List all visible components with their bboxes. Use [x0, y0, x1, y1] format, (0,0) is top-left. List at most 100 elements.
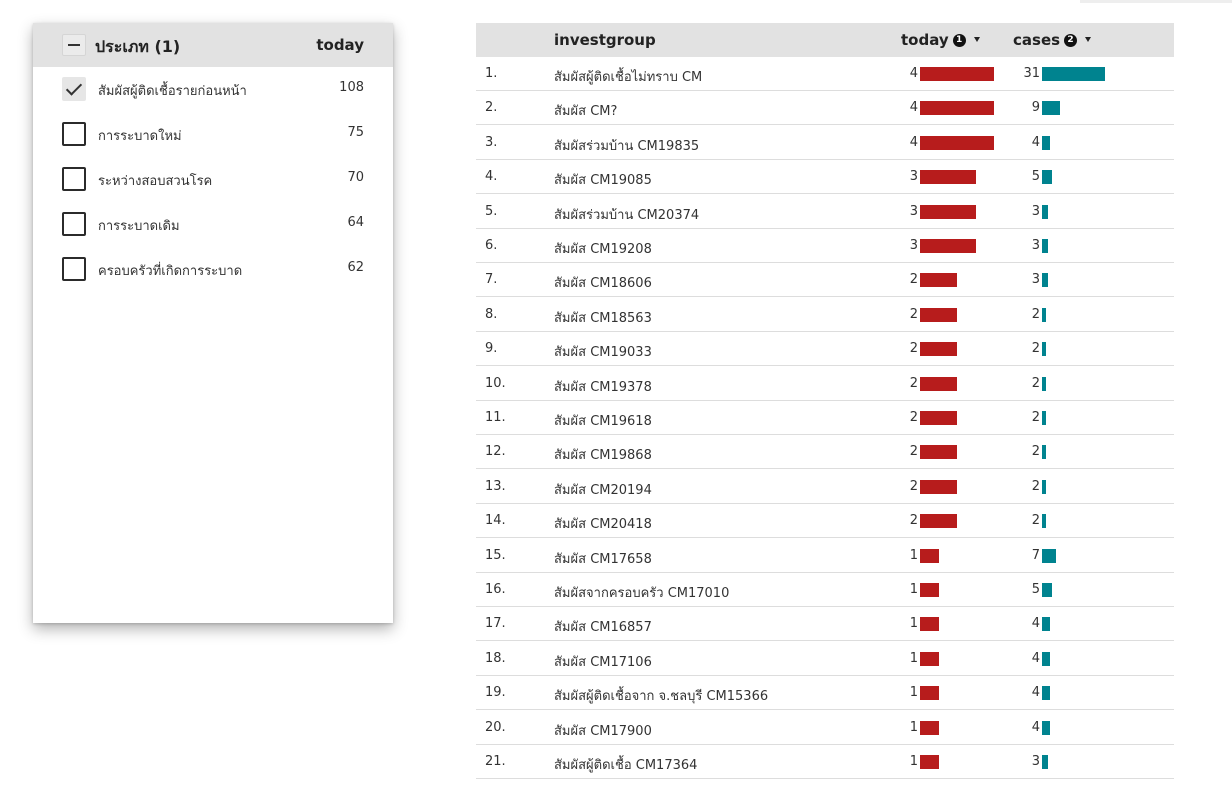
cases-bar	[1042, 548, 1056, 563]
cases-bar	[1042, 686, 1050, 701]
deselect-all-icon[interactable]	[62, 34, 86, 56]
today-value: 2	[909, 478, 918, 494]
today-bar	[920, 755, 939, 769]
cases-value: 9	[1031, 100, 1040, 116]
today-value: 1	[909, 754, 918, 769]
cases-bar	[1042, 411, 1046, 425]
cases-bar	[1042, 720, 1050, 735]
cases-bar	[1042, 135, 1050, 150]
row-index: 13.	[485, 478, 506, 494]
investgroup-cell: สัมผัส CM20418	[554, 517, 652, 533]
cases-bar	[1042, 67, 1105, 81]
row-index: 12.	[485, 444, 506, 460]
today-value: 1	[909, 582, 918, 597]
checkbox-icon[interactable]	[62, 122, 86, 146]
today-value: 2	[909, 410, 918, 425]
cases-value: 3	[1031, 272, 1040, 288]
filter-item-value: 75	[347, 125, 364, 140]
checkbox-icon[interactable]	[62, 257, 86, 281]
table-row[interactable]: 9. สัมผัส CM19033 2 2	[476, 332, 1174, 367]
checkbox-icon[interactable]	[62, 167, 86, 191]
today-bar	[920, 583, 939, 597]
cases-bar	[1042, 273, 1048, 288]
table-row[interactable]: 4. สัมผัส CM19085 3 5	[476, 160, 1174, 195]
column-header-investgroup[interactable]: investgroup	[554, 31, 656, 49]
table-row[interactable]: 1. สัมผัสผู้ติดเชื้อไม่ทราบ CM 4 31	[476, 57, 1174, 91]
table-row[interactable]: 10. สัมผัส CM19378 2 2	[476, 367, 1174, 401]
cases-bar	[1042, 101, 1060, 116]
sort-desc-icon	[973, 36, 980, 42]
today-bar	[920, 479, 957, 494]
table-row[interactable]: 19. สัมผัสผู้ติดเชื้อจาก จ.ชลบุรี CM15366…	[476, 676, 1174, 711]
cases-bar	[1042, 239, 1048, 253]
today-value: 2	[909, 375, 918, 391]
investgroup-table: investgroup today 1 cases 2 1. สัมผัสผู้ติด…	[476, 23, 1174, 779]
today-value: 2	[909, 341, 918, 357]
column-header-cases[interactable]: cases 2	[1013, 31, 1092, 49]
filter-column-header[interactable]: today	[316, 36, 364, 54]
today-bar	[920, 273, 957, 288]
table-row[interactable]: 14. สัมผัส CM20418 2 2	[476, 504, 1174, 539]
today-bar	[920, 617, 939, 632]
investgroup-cell: สัมผัสผู้ติดเชื้อจาก จ.ชลบุรี CM15366	[554, 689, 769, 705]
table-header: investgroup today 1 cases 2	[476, 23, 1174, 57]
cases-bar	[1042, 342, 1046, 357]
checkbox-icon[interactable]	[62, 212, 86, 236]
table-row[interactable]: 6. สัมผัส CM19208 3 3	[476, 229, 1174, 263]
investgroup-cell: สัมผัสร่วมบ้าน CM20374	[554, 207, 700, 223]
cases-bar	[1042, 651, 1050, 666]
today-bar	[920, 720, 939, 735]
filter-panel: ประเภท (1) today สัมผัสผู้ติดเชื้อรายก่อ…	[33, 23, 393, 623]
investgroup-cell: สัมผัส CM16857	[554, 620, 652, 636]
filter-header: ประเภท (1) today	[33, 23, 393, 67]
table-row[interactable]: 5. สัมผัสร่วมบ้าน CM20374 3 3	[476, 195, 1174, 229]
filter-item[interactable]: สัมผัสผู้ติดเชื้อรายก่อนหน้า 108	[33, 67, 393, 111]
today-value: 4	[909, 134, 918, 150]
today-value: 4	[909, 100, 918, 116]
today-bar	[920, 135, 994, 150]
table-row[interactable]: 2. สัมผัส CM? 4 9	[476, 91, 1174, 126]
cases-value: 2	[1031, 410, 1040, 425]
investgroup-cell: สัมผัสผู้ติดเชื้อ CM17364	[554, 758, 698, 773]
filter-item-label: การระบาดใหม่	[98, 129, 182, 144]
investgroup-cell: สัมผัส CM19378	[554, 379, 652, 395]
table-row[interactable]: 7. สัมผัส CM18606 2 3	[476, 263, 1174, 298]
table-row[interactable]: 3. สัมผัสร่วมบ้าน CM19835 4 4	[476, 126, 1174, 160]
cases-bar	[1042, 204, 1048, 219]
cases-value: 2	[1031, 444, 1040, 460]
cases-value: 2	[1031, 513, 1040, 529]
row-index: 21.	[485, 754, 506, 769]
filter-item[interactable]: การระบาดใหม่ 75	[33, 112, 393, 156]
today-bar	[920, 686, 939, 701]
table-row[interactable]: 8. สัมผัส CM18563 2 2	[476, 298, 1174, 332]
cases-value: 2	[1031, 341, 1040, 357]
table-row[interactable]: 18. สัมผัส CM17106 1 4	[476, 642, 1174, 676]
row-index: 15.	[485, 547, 506, 563]
today-bar	[920, 548, 939, 563]
table-row[interactable]: 20. สัมผัส CM17900 1 4	[476, 711, 1174, 745]
table-row[interactable]: 12. สัมผัส CM19868 2 2	[476, 435, 1174, 470]
row-index: 9.	[485, 341, 498, 357]
column-header-today[interactable]: today 1	[901, 31, 980, 49]
table-row[interactable]: 17. สัมผัส CM16857 1 4	[476, 607, 1174, 642]
table-row[interactable]: 21. สัมผัสผู้ติดเชื้อ CM17364 1 3	[476, 745, 1174, 779]
table-row[interactable]: 11. สัมผัส CM19618 2 2	[476, 401, 1174, 435]
today-value: 3	[909, 203, 918, 219]
investgroup-cell: สัมผัส CM19085	[554, 173, 652, 189]
table-row[interactable]: 13. สัมผัส CM20194 2 2	[476, 470, 1174, 504]
sort-order-badge: 2	[1064, 34, 1078, 47]
cases-value: 4	[1031, 134, 1040, 150]
investgroup-cell: สัมผัส CM17106	[554, 654, 652, 670]
filter-item[interactable]: ครอบครัวที่เกิดการระบาด 62	[33, 247, 393, 291]
today-value: 4	[909, 66, 918, 81]
today-value: 2	[909, 272, 918, 288]
row-index: 8.	[485, 306, 498, 322]
table-row[interactable]: 16. สัมผัสจากครอบครัว CM17010 1 5	[476, 573, 1174, 607]
filter-item[interactable]: ระหว่างสอบสวนโรค 70	[33, 157, 393, 201]
checkbox-checked-icon[interactable]	[62, 77, 86, 101]
filter-item[interactable]: การระบาดเดิม 64	[33, 202, 393, 246]
table-row[interactable]: 15. สัมผัส CM17658 1 7	[476, 539, 1174, 573]
cases-bar	[1042, 376, 1046, 391]
today-bar	[920, 514, 957, 529]
row-index: 17.	[485, 616, 506, 632]
